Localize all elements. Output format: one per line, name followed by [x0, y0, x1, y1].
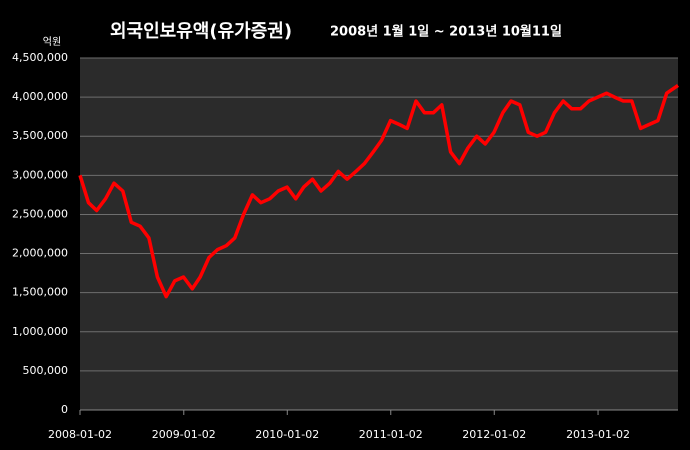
y-tick-label: 4,000,000: [12, 90, 68, 103]
y-tick-label: 2,000,000: [12, 247, 68, 260]
x-tick-label: 2011-01-02: [359, 428, 423, 441]
data-line: [78, 83, 679, 299]
x-tick-label: 2013-01-02: [566, 428, 630, 441]
y-tick-label: 4,500,000: [12, 51, 68, 64]
y-tick-label: 3,000,000: [12, 168, 68, 181]
x-tick-label: 2008-01-02: [48, 428, 112, 441]
x-tick-label: 2010-01-02: [255, 428, 319, 441]
y-tick-label: 500,000: [23, 364, 69, 377]
y-tick-label: 3,500,000: [12, 129, 68, 142]
x-tick-label: 2009-01-02: [152, 428, 216, 441]
y-tick-label: 0: [61, 403, 68, 416]
chart-subtitle: 2008년 1월 1일 ~ 2013년 10월11일: [330, 24, 562, 40]
y-axis-label: 억원: [43, 36, 61, 48]
x-tick-label: 2012-01-02: [462, 428, 526, 441]
y-tick-label: 1,500,000: [12, 286, 68, 299]
plot-area: [80, 58, 678, 410]
y-tick-label: 2,500,000: [12, 207, 68, 220]
chart-title: 외국인보유액(유가증권): [110, 21, 292, 42]
y-tick-label: 1,000,000: [12, 325, 68, 338]
